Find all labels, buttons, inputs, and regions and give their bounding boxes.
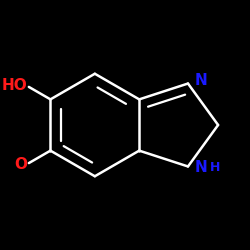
Text: N: N bbox=[195, 160, 208, 175]
Text: O: O bbox=[14, 157, 28, 172]
Text: H: H bbox=[210, 161, 220, 174]
Text: HO: HO bbox=[2, 78, 28, 93]
Text: N: N bbox=[195, 73, 208, 88]
